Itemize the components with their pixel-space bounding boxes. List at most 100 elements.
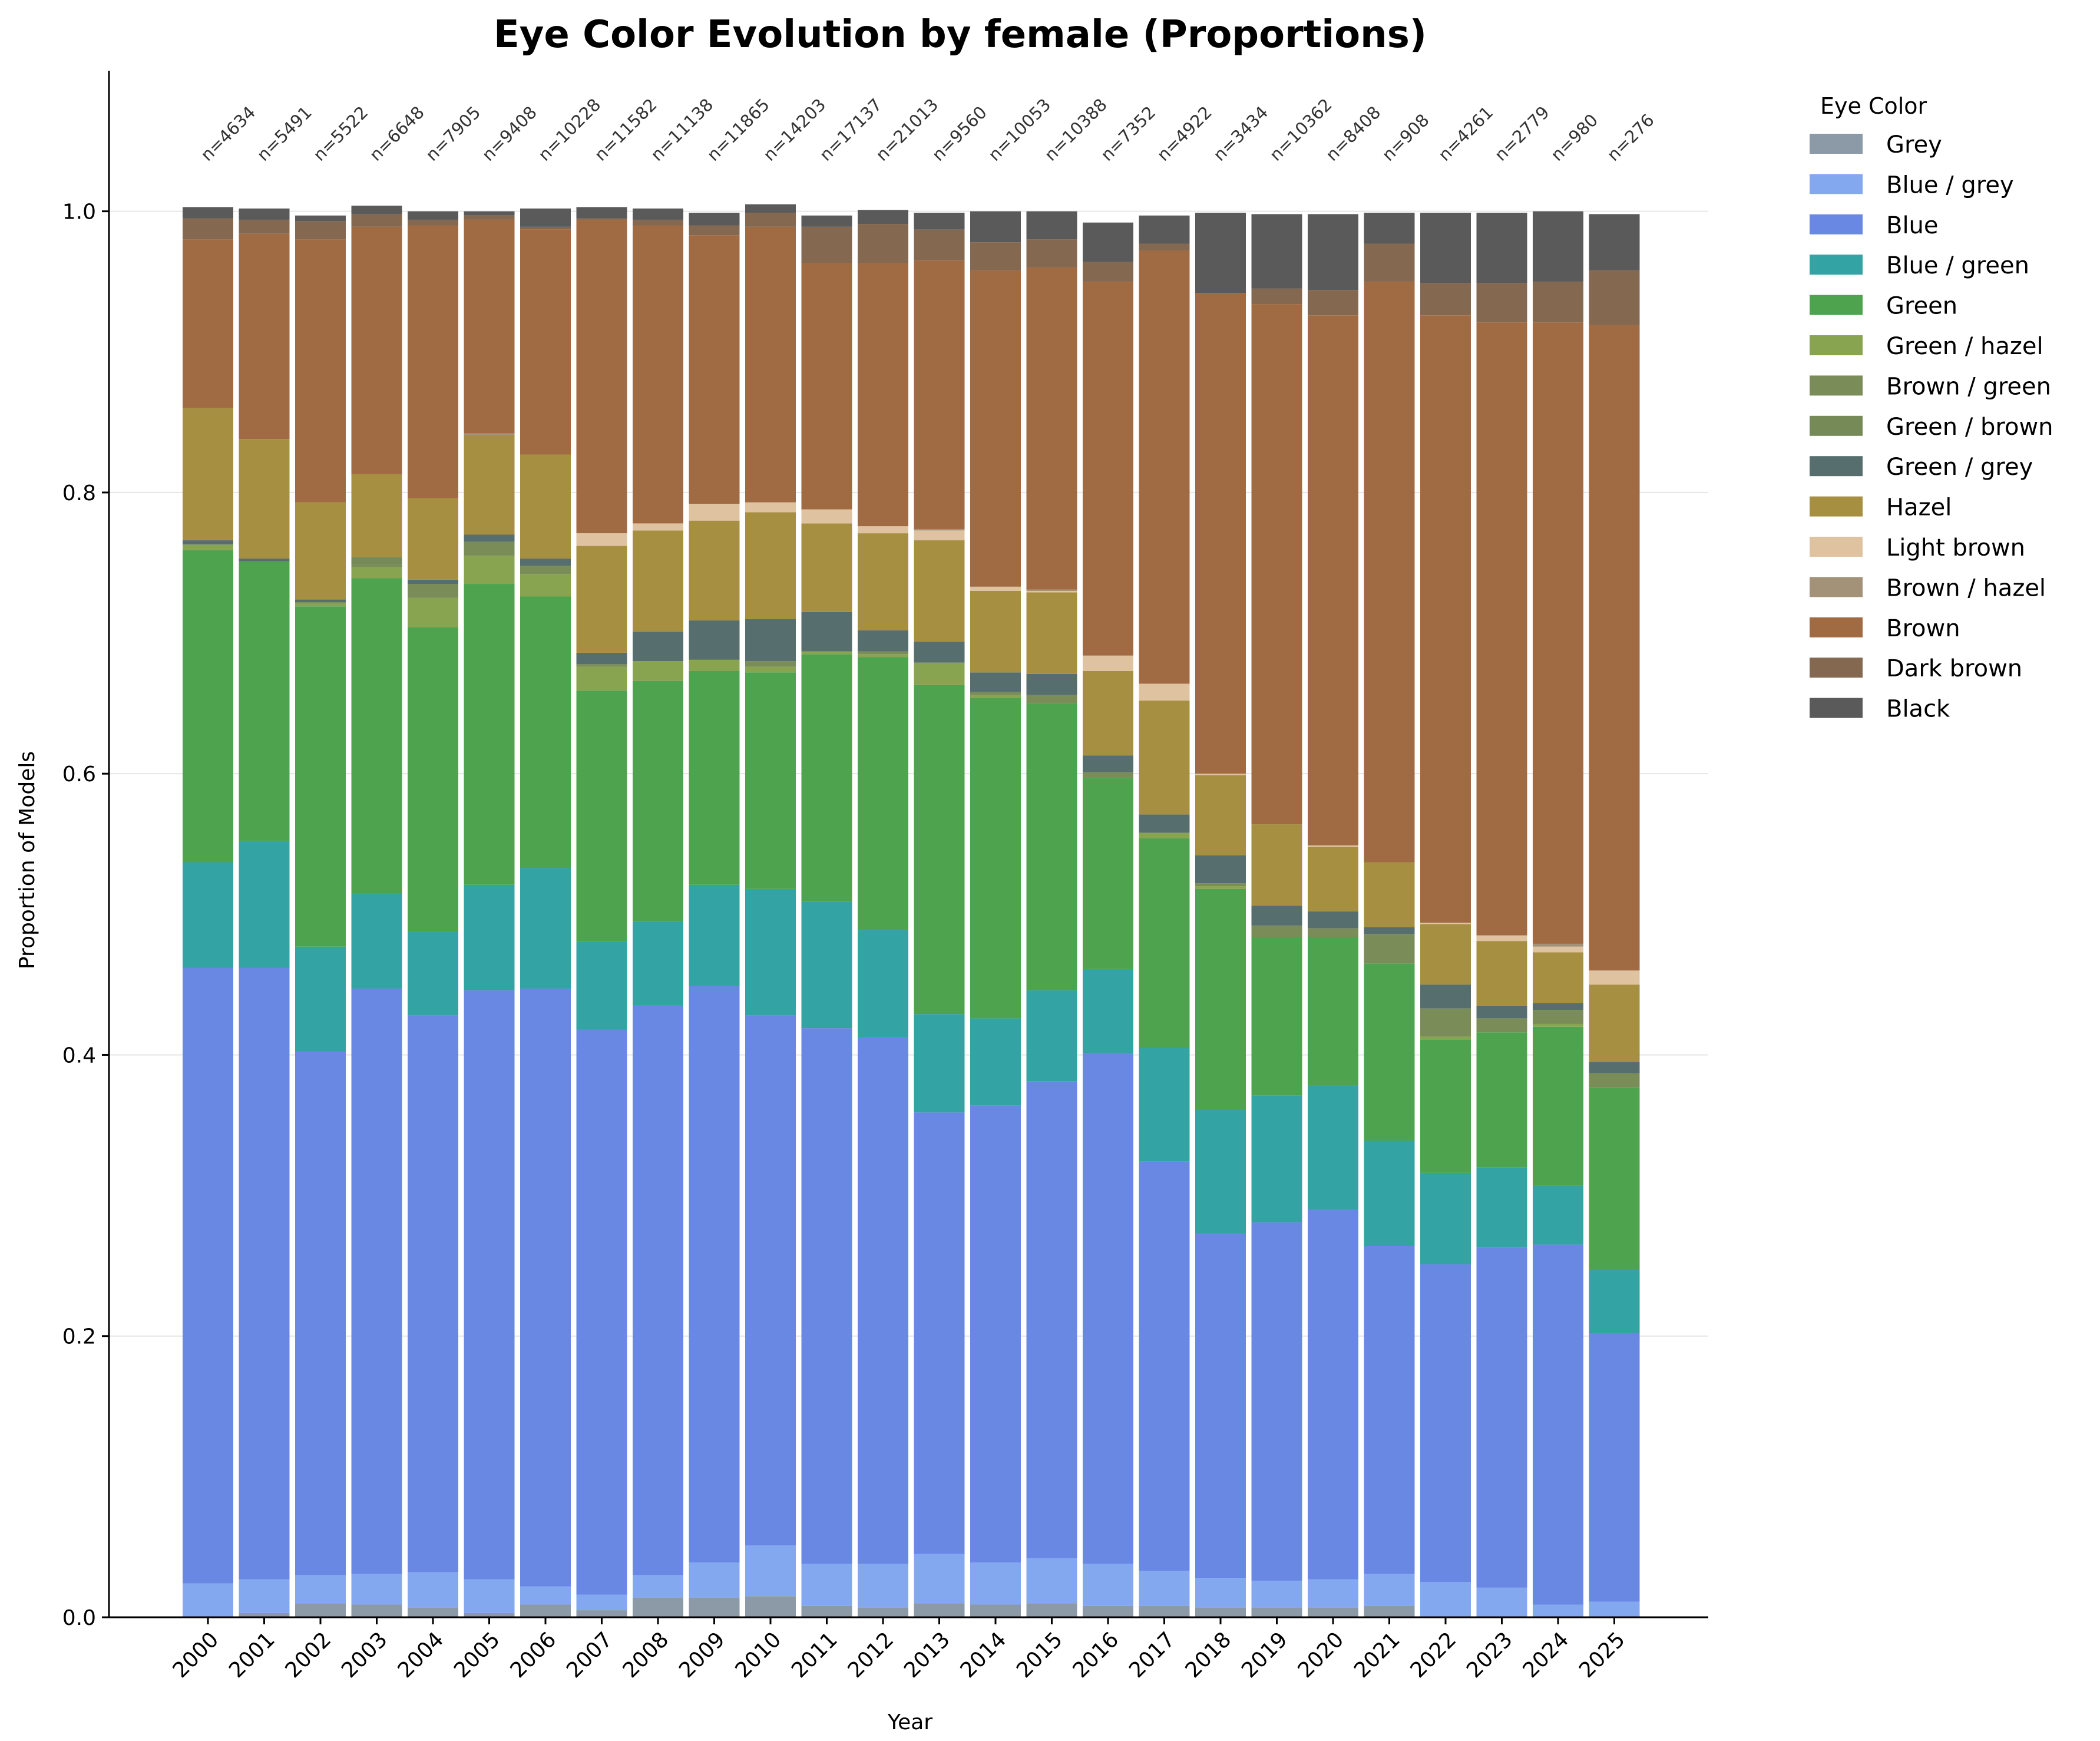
bar-segment-2018-14 [1195, 213, 1246, 293]
bar-segment-2020-8 [1308, 911, 1358, 929]
bar-segment-2015-1 [1026, 1558, 1077, 1604]
legend-swatch-5 [1810, 335, 1863, 355]
bar-segment-2003-2 [351, 989, 402, 1574]
y-axis-label: Proportion of Models [15, 751, 39, 969]
legend-swatch-14 [1810, 698, 1863, 718]
bar-segment-2005-0 [464, 1613, 515, 1617]
bar-segment-2001-1 [239, 1579, 290, 1613]
bar-segment-2024-6 [1533, 1010, 1583, 1024]
bar-segment-2009-4 [689, 670, 740, 885]
bar-segment-2007-3 [576, 941, 627, 1030]
bar-segment-2008-9 [633, 530, 683, 632]
bar-segment-2013-5 [914, 662, 965, 685]
bar-segment-2011-13 [801, 226, 852, 263]
bar-segment-2012-9 [858, 533, 908, 630]
x-tick-label-2007: 2007 [562, 1627, 617, 1683]
bar-segment-2004-0 [408, 1607, 458, 1617]
bar-segment-2011-10 [801, 509, 852, 524]
legend-label-3: Blue / green [1886, 252, 2029, 279]
bar-segment-2012-14 [858, 210, 908, 224]
bar-segment-2009-10 [689, 504, 740, 521]
bar-segment-2016-1 [1083, 1564, 1133, 1606]
bar-segment-2003-1 [351, 1574, 402, 1605]
bar-segment-2012-12 [858, 263, 908, 527]
bar-segment-2015-2 [1026, 1081, 1077, 1558]
bar-segment-2002-4 [295, 606, 346, 947]
bar-segment-2017-13 [1139, 243, 1190, 251]
x-tick-label-2021: 2021 [1350, 1627, 1405, 1683]
bar-segment-2003-5 [351, 567, 402, 579]
bar-segment-2012-6 [858, 651, 908, 655]
bar-segment-2018-6 [1195, 883, 1246, 887]
bar-segment-2016-13 [1083, 262, 1133, 282]
y-tick-label-0: 0.0 [62, 1606, 96, 1630]
bar-segment-2016-6 [1083, 772, 1133, 778]
bar-segment-2002-12 [295, 239, 346, 503]
bar-segment-2007-6 [576, 664, 627, 667]
bar-segment-2016-8 [1083, 755, 1133, 772]
bar-segment-2011-8 [801, 612, 852, 652]
bar-segment-2004-14 [408, 211, 458, 220]
bar-segment-2003-6 [351, 564, 402, 567]
bar-segment-2025-12 [1589, 325, 1640, 971]
bar-segment-2007-1 [576, 1594, 627, 1611]
n-label-2023: n=2779 [1490, 103, 1553, 165]
legend-label-11: Brown / hazel [1886, 574, 2046, 602]
bar-segment-2024-1 [1533, 1604, 1583, 1617]
bar-segment-2019-1 [1251, 1580, 1302, 1608]
bar-segment-2005-11 [464, 433, 515, 435]
bar-segment-2007-14 [576, 207, 627, 219]
bar-segment-2011-12 [801, 263, 852, 510]
bar-segment-2025-10 [1589, 970, 1640, 985]
bar-segment-2014-4 [970, 698, 1021, 1019]
bar-segment-2023-3 [1476, 1167, 1527, 1248]
bar-segment-2019-6 [1251, 925, 1302, 937]
bar-segment-2016-2 [1083, 1053, 1133, 1564]
bar-segment-2010-5 [745, 666, 796, 673]
bar-segment-2010-9 [745, 512, 796, 619]
x-tick-label-2003: 2003 [337, 1627, 392, 1683]
bar-segment-2002-9 [295, 502, 346, 600]
bar-segment-2005-1 [464, 1579, 515, 1613]
bar-segment-2006-8 [520, 559, 571, 566]
bar-segment-2013-2 [914, 1112, 965, 1554]
x-tick-label-2012: 2012 [844, 1627, 899, 1683]
bar-segment-2021-13 [1364, 243, 1415, 282]
bar-segment-2011-0 [801, 1605, 852, 1617]
bar-segment-2002-13 [295, 221, 346, 240]
n-label-2018: n=3434 [1209, 103, 1272, 165]
bar-segment-2006-1 [520, 1586, 571, 1605]
bar-segment-2024-11 [1533, 943, 1583, 947]
n-label-2005: n=9408 [478, 103, 540, 165]
legend-swatch-10 [1810, 537, 1863, 557]
bar-segment-2014-1 [970, 1562, 1021, 1605]
legend-swatch-12 [1810, 617, 1863, 637]
legend-swatch-3 [1810, 255, 1863, 275]
bar-segment-2024-13 [1533, 281, 1583, 323]
x-tick-label-2009: 2009 [674, 1627, 730, 1683]
bar-segment-2014-5 [970, 695, 1021, 698]
bar-segment-2022-2 [1420, 1264, 1471, 1583]
bar-segment-2012-2 [858, 1038, 908, 1564]
legend: Eye Color Grey Blue / grey Blue Blue / green… [1810, 93, 2053, 723]
bar-segment-2016-14 [1083, 222, 1133, 262]
bar-segment-2004-3 [408, 931, 458, 1016]
bar-segment-2011-5 [801, 651, 852, 655]
bar-segment-2002-0 [295, 1603, 346, 1617]
bar-segment-2006-6 [520, 566, 571, 574]
bar-segment-2005-9 [464, 435, 515, 535]
bar-segment-2017-5 [1139, 832, 1190, 838]
legend-label-10: Light brown [1886, 534, 2025, 561]
bar-segment-2017-9 [1139, 701, 1190, 815]
bar-segment-2021-0 [1364, 1605, 1415, 1617]
bar-segment-2022-8 [1420, 985, 1471, 1009]
bar-segment-2001-2 [239, 967, 290, 1580]
chart-title: Eye Color Evolution by female (Proportio… [494, 13, 1427, 57]
bar-segment-2011-9 [801, 523, 852, 612]
bar-segment-2014-9 [970, 590, 1021, 673]
bar-segment-2004-5 [408, 597, 458, 627]
bar-segment-2010-10 [745, 502, 796, 513]
bar-segment-2021-6 [1364, 934, 1415, 964]
bar-segment-2018-8 [1195, 855, 1246, 884]
bar-segment-2000-5 [183, 544, 233, 550]
